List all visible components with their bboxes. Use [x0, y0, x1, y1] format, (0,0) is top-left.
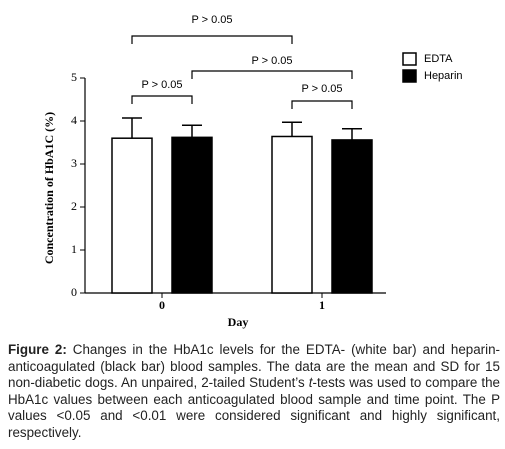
- significance-bracket: [291, 100, 353, 109]
- caption-label: Figure 2:: [8, 342, 67, 357]
- legend-swatch: [402, 69, 417, 83]
- y-tick-label: 1: [71, 242, 77, 256]
- caption-text: -tests was used to compare the HbA1c val…: [8, 375, 500, 440]
- caption: Figure 2: Changes in the HbA1c levels fo…: [8, 342, 500, 442]
- x-tick-label: 0: [159, 298, 165, 312]
- annotation: P > 0.05: [251, 55, 292, 67]
- x-tick-label: 1: [319, 298, 325, 312]
- y-tick-label: 2: [71, 199, 77, 213]
- legend-swatch: [402, 52, 417, 66]
- bar: [331, 139, 373, 294]
- y-tick-label: 3: [71, 156, 77, 170]
- x-axis-label: Day: [228, 315, 249, 329]
- bar: [171, 136, 213, 294]
- caption-text: Changes in the HbA1c levels for the EDTA…: [8, 342, 501, 391]
- annotation: P > 0.05: [191, 14, 232, 26]
- chart: Day Concentration of HbA1C (%) 0 1 2 3 4 5 0 1 P…: [42, 14, 463, 329]
- y-tick-label: 0: [71, 285, 77, 299]
- bar: [271, 135, 313, 294]
- legend-label: EDTA: [424, 53, 453, 65]
- significance-bracket: [131, 95, 193, 104]
- legend-label: Heparin: [424, 70, 463, 82]
- caption-italic: t: [308, 375, 313, 391]
- bar: [111, 137, 153, 294]
- y-axis-label: Concentration of HbA1C (%): [42, 112, 56, 264]
- annotation: P > 0.05: [301, 83, 342, 95]
- y-tick-label: 5: [71, 70, 77, 84]
- significance-bracket: [191, 70, 353, 79]
- significance-bracket: [131, 35, 293, 44]
- annotation: P > 0.05: [141, 79, 182, 91]
- y-tick-label: 4: [71, 113, 77, 127]
